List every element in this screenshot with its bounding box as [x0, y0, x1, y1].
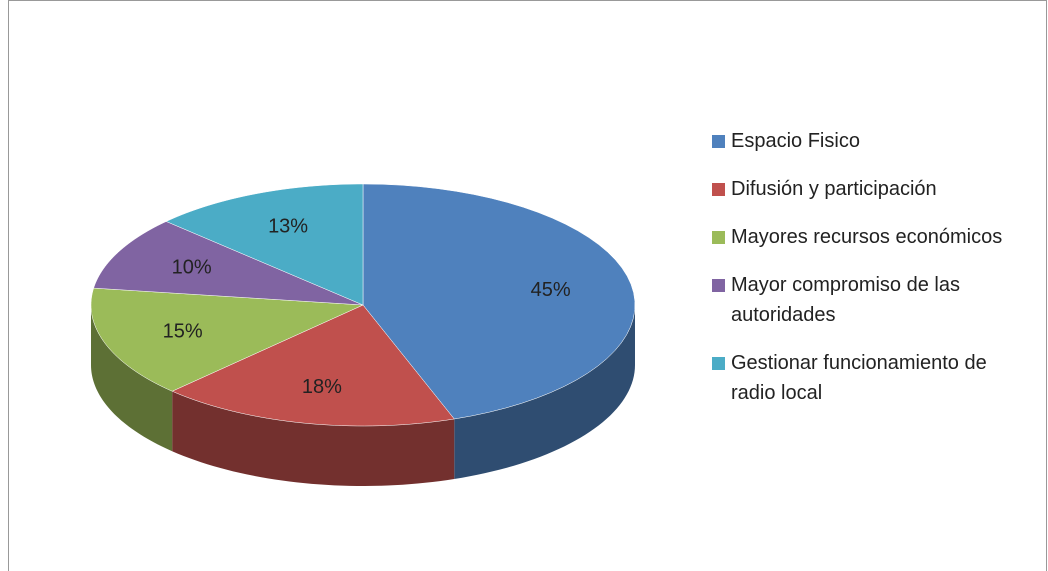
slice	[93, 221, 364, 306]
frame	[8, 0, 1047, 571]
legend: Espacio Fisico Difusión y participación Ma…	[712, 126, 1022, 426]
legend-swatch	[712, 357, 725, 370]
slice	[362, 183, 636, 420]
legend-label: Difusión y participación	[731, 178, 937, 200]
data-label: 13%	[268, 215, 308, 237]
slice-side	[454, 305, 635, 479]
data-label: 15%	[163, 320, 203, 342]
legend-swatch	[712, 135, 725, 148]
legend-label: Gestionar funcionamiento de radio local	[731, 352, 987, 404]
slice	[165, 183, 364, 306]
legend-swatch	[712, 183, 725, 196]
slice-side	[91, 305, 173, 452]
legend-item: Mayor compromiso de las autoridades	[712, 270, 1022, 330]
data-label: 10%	[172, 256, 212, 278]
data-label: 18%	[302, 376, 342, 398]
legend-item: Difusión y participación	[712, 174, 1022, 204]
legend-label: Mayor compromiso de las autoridades	[731, 274, 960, 326]
legend-swatch	[712, 231, 725, 244]
slice	[171, 304, 455, 427]
slice-side	[172, 391, 455, 486]
legend-item: Mayores recursos económicos	[712, 222, 1022, 252]
slice	[90, 287, 364, 392]
data-label: 45%	[531, 279, 571, 301]
legend-item: Gestionar funcionamiento de radio local	[712, 348, 1022, 408]
legend-label: Mayores recursos económicos	[731, 226, 1003, 248]
legend-item: Espacio Fisico	[712, 126, 1022, 156]
legend-swatch	[712, 279, 725, 292]
legend-label: Espacio Fisico	[731, 130, 860, 152]
